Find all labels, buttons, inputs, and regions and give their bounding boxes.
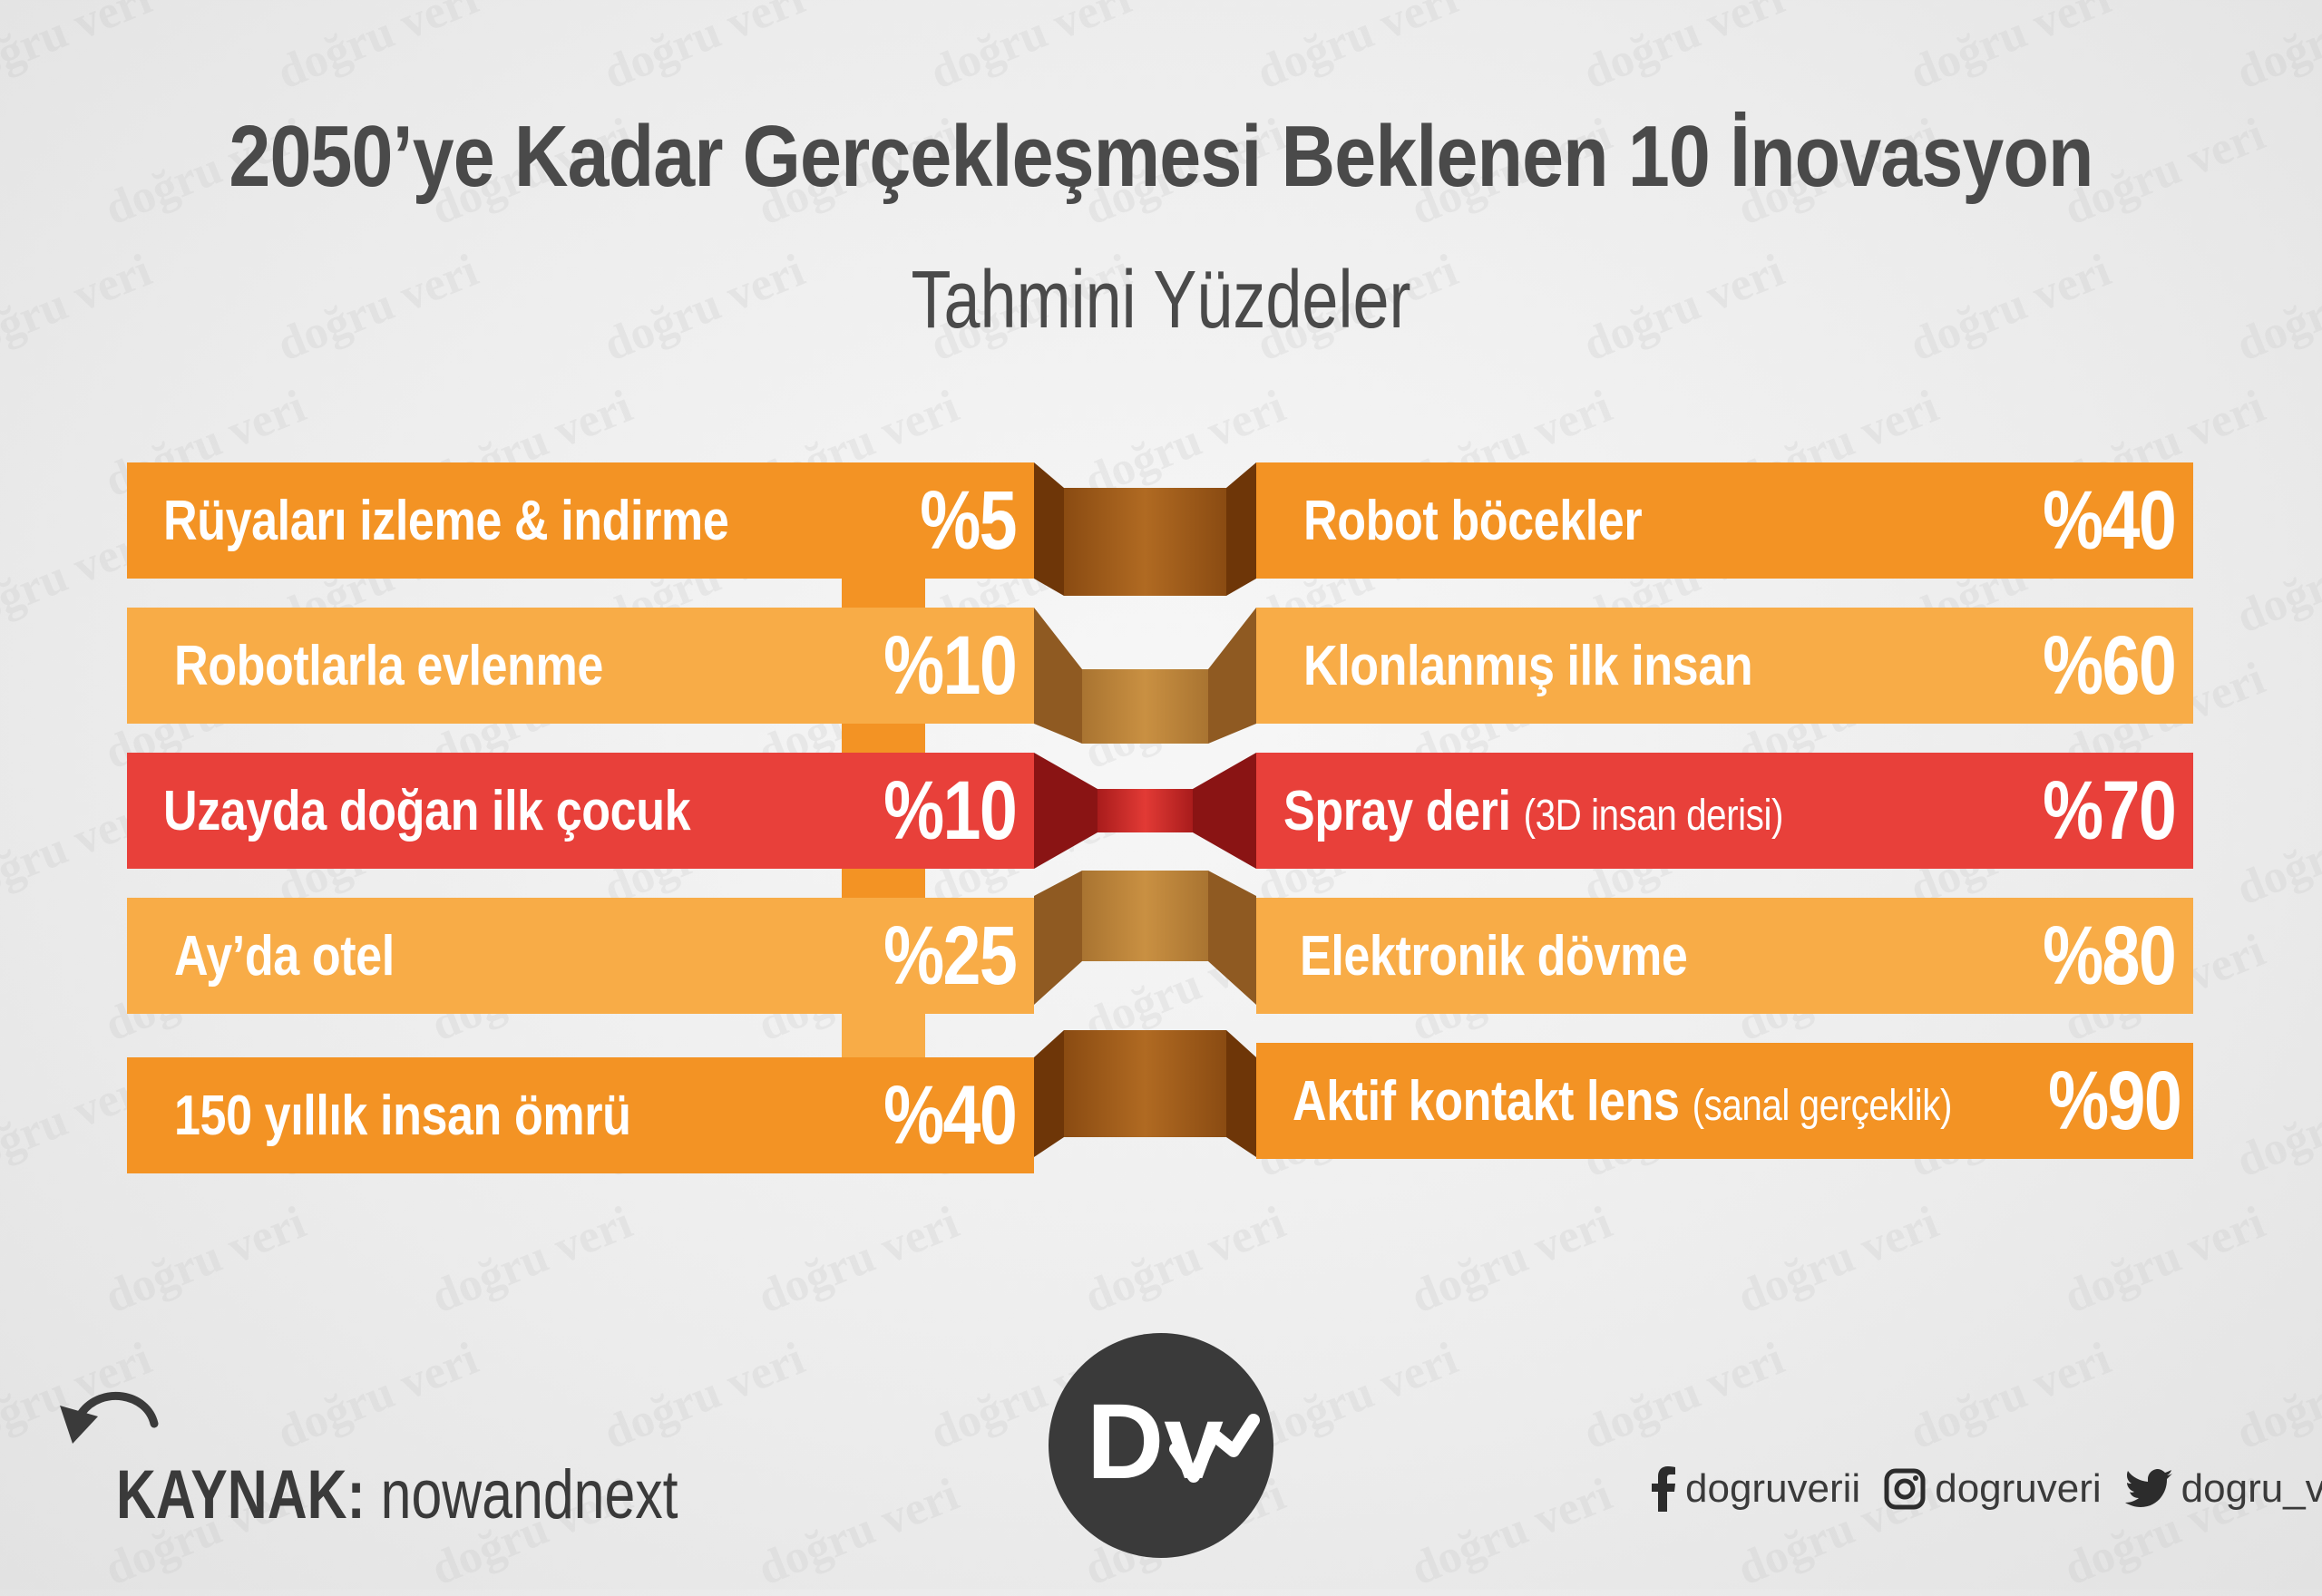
watermark-text: doğru veri	[1576, 1332, 1791, 1460]
connector-row-5	[1034, 1030, 1256, 1157]
watermark-text: doğru veri	[2229, 517, 2322, 644]
left-bar-5: 150 yıllık insan ömrü %40	[127, 1057, 1034, 1173]
source-value: nowandnext	[380, 1456, 678, 1533]
watermark-text: doğru veri	[922, 0, 1138, 100]
watermark-text: doğru veri	[2229, 245, 2322, 372]
watermark-text: doğru veri	[269, 0, 485, 100]
watermark-text: doğru veri	[2229, 0, 2322, 100]
watermark-text: doğru veri	[0, 244, 159, 372]
right-bar-2: Klonlanmış ilk insan %60	[1256, 608, 2193, 724]
left-percent-5: %40	[883, 1068, 1018, 1162]
left-percent-3: %10	[883, 764, 1018, 857]
right-percent-4: %80	[2042, 909, 2177, 1002]
social-instagram[interactable]: dogruveri	[1884, 1466, 2102, 1512]
right-label-4-text: Elektronik dövme	[1300, 924, 1688, 988]
left-bar-3: Uzayda doğan ilk çocuk %10	[127, 753, 1034, 869]
right-label-1: Robot böcekler	[1303, 489, 1643, 553]
watermark-text: doğru veri	[1403, 1196, 1619, 1324]
watermark-text: doğru veri	[1249, 1332, 1465, 1460]
twitter-icon	[2124, 1469, 2172, 1507]
watermark-text: doğru veri	[1902, 1332, 2118, 1460]
source-line: KAYNAK: nowandnext	[116, 1455, 678, 1534]
social-twitter[interactable]: dogru_veri	[2124, 1466, 2322, 1512]
right-note-3: (3D insan derisi)	[1523, 791, 1784, 840]
connector-row-4	[1034, 871, 1256, 1005]
watermark-text: doğru veri	[1902, 0, 2118, 100]
back-arrow-icon	[60, 1391, 159, 1444]
logo-graphic: Dv	[1049, 1333, 1273, 1558]
social-links: dogruverii dogruveri dogru_veri	[1651, 1462, 2322, 1516]
left-bar-1: Rüyaları izleme & indirme %5	[127, 462, 1034, 579]
watermark-text: doğru veri	[269, 1332, 485, 1460]
left-percent-2: %10	[883, 618, 1018, 712]
watermark-text: doğru veri	[596, 1332, 812, 1460]
source-label: KAYNAK:	[116, 1456, 366, 1533]
watermark-text: doğru veri	[424, 1196, 639, 1324]
right-bar-3: Spray deri (3D insan derisi) %70	[1256, 753, 2193, 869]
left-label-1: Rüyaları izleme & indirme	[163, 489, 729, 552]
watermark-text: doğru veri	[750, 1468, 966, 1596]
right-label-5: Aktif kontakt lens (sanal gerçeklik)	[1293, 1069, 1952, 1134]
left-bar-4: Ay’da otel %25	[127, 898, 1034, 1014]
right-label-1-text: Robot böcekler	[1303, 489, 1643, 552]
left-percent-1: %5	[920, 473, 1017, 567]
watermark-text: doğru veri	[1576, 0, 1791, 100]
left-percent-4: %25	[883, 909, 1018, 1002]
right-label-2-text: Klonlanmış ilk insan	[1303, 634, 1753, 697]
watermark-text: doğru veri	[596, 0, 812, 100]
social-facebook[interactable]: dogruverii	[1651, 1466, 1860, 1512]
watermark-text: doğru veri	[750, 1196, 966, 1324]
right-label-2: Klonlanmış ilk insan	[1303, 634, 1753, 698]
right-percent-5: %90	[2047, 1054, 2182, 1147]
right-percent-2: %60	[2042, 618, 2177, 712]
watermark-text: doğru veri	[97, 1196, 313, 1324]
connector-row-2	[1034, 608, 1256, 744]
instagram-handle: dogruveri	[1935, 1466, 2102, 1511]
left-label-3: Uzayda doğan ilk çocuk	[163, 779, 691, 842]
watermark-text: doğru veri	[2056, 1196, 2272, 1324]
left-label-4: Ay’da otel	[174, 924, 395, 988]
watermark-text: doğru veri	[2229, 789, 2322, 916]
watermark-text: doğru veri	[2229, 1061, 2322, 1188]
right-label-4: Elektronik dövme	[1300, 924, 1688, 988]
page-title: 2050’ye Kadar Gerçekleşmesi Beklenen 10 …	[229, 108, 2093, 205]
connector-row-3	[1034, 753, 1256, 869]
page-subtitle: Tahmini Yüzdeler	[911, 255, 1411, 345]
twitter-handle: dogru_veri	[2181, 1466, 2322, 1511]
right-percent-3: %70	[2042, 764, 2177, 857]
right-label-3-text: Spray deri	[1283, 779, 1511, 842]
facebook-handle: dogruverii	[1685, 1466, 1861, 1511]
watermark-text: doğru veri	[1077, 1196, 1293, 1324]
logo-text: Dv	[1087, 1382, 1224, 1502]
right-label-5-text: Aktif kontakt lens	[1293, 1069, 1680, 1133]
left-bar-2: Robotlarla evlenme %10	[127, 608, 1034, 724]
dogru-veri-logo: Dv	[1049, 1333, 1273, 1558]
watermark-text: doğru veri	[2229, 1333, 2322, 1460]
left-label-2: Robotlarla evlenme	[174, 634, 603, 697]
watermark-text: doğru veri	[1403, 1468, 1619, 1596]
right-note-5: (sanal gerçeklik)	[1692, 1081, 1953, 1130]
right-bar-5: Aktif kontakt lens (sanal gerçeklik) %90	[1256, 1043, 2193, 1159]
left-label-5: 150 yıllık insan ömrü	[174, 1084, 631, 1147]
watermark-text: doğru veri	[1249, 0, 1465, 100]
watermark-text: doğru veri	[1730, 1196, 1946, 1324]
connector-row-1	[1034, 462, 1256, 596]
watermark-text: doğru veri	[0, 0, 159, 100]
right-label-3: Spray deri (3D insan derisi)	[1283, 779, 1783, 843]
instagram-icon	[1884, 1468, 1926, 1510]
right-bar-1: Robot böcekler %40	[1256, 462, 2193, 579]
right-bar-4: Elektronik dövme %80	[1256, 898, 2193, 1014]
right-percent-1: %40	[2042, 473, 2177, 567]
facebook-icon	[1652, 1466, 1675, 1512]
